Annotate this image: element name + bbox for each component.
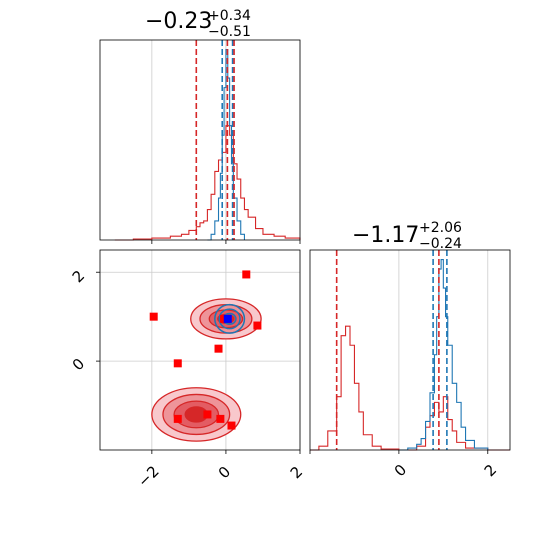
panel-title-main: −1.17 [352,223,419,248]
sample-point [173,414,182,423]
density-contour [214,303,246,334]
x-tick-label: 2 [481,461,500,480]
sample-point [216,414,225,423]
x-tick-label: −2 [134,462,162,490]
x-tick-label: 2 [287,463,306,482]
series-line [398,258,489,451]
density-contour [218,308,241,330]
sample-point [173,359,182,368]
marginal-panel-y: −1.17 +2.06 −0.24 0 2 [309,220,511,480]
marginal-panel-x: −0.23 +0.34 −0.51 [99,8,301,244]
sample-point [227,421,236,430]
panel-frame [309,249,511,451]
x-tick-label: 0 [215,463,234,482]
series-line [114,125,301,241]
panel-frame [99,39,301,241]
y-tick-label: 2 [69,267,88,286]
panel-title-main: −0.23 [145,9,212,34]
panel-title-sub: −0.51 [208,24,251,40]
sample-point [149,312,158,321]
y-tick-label: 0 [69,355,88,374]
x-tick-label: 0 [391,461,410,480]
sample-point [214,344,223,353]
sample-point-blue [223,314,232,323]
panel-title-sub: −0.24 [419,236,462,252]
sample-point [253,321,262,330]
joint-panel: −2 0 2 0 2 [69,249,306,491]
panel-title-sup: +0.34 [208,8,251,24]
series-line [207,48,245,241]
panel-title-sup: +2.06 [419,220,462,236]
panel-frame [99,249,301,451]
series-line [310,325,510,451]
sample-point [242,270,251,279]
sample-point [203,410,212,419]
